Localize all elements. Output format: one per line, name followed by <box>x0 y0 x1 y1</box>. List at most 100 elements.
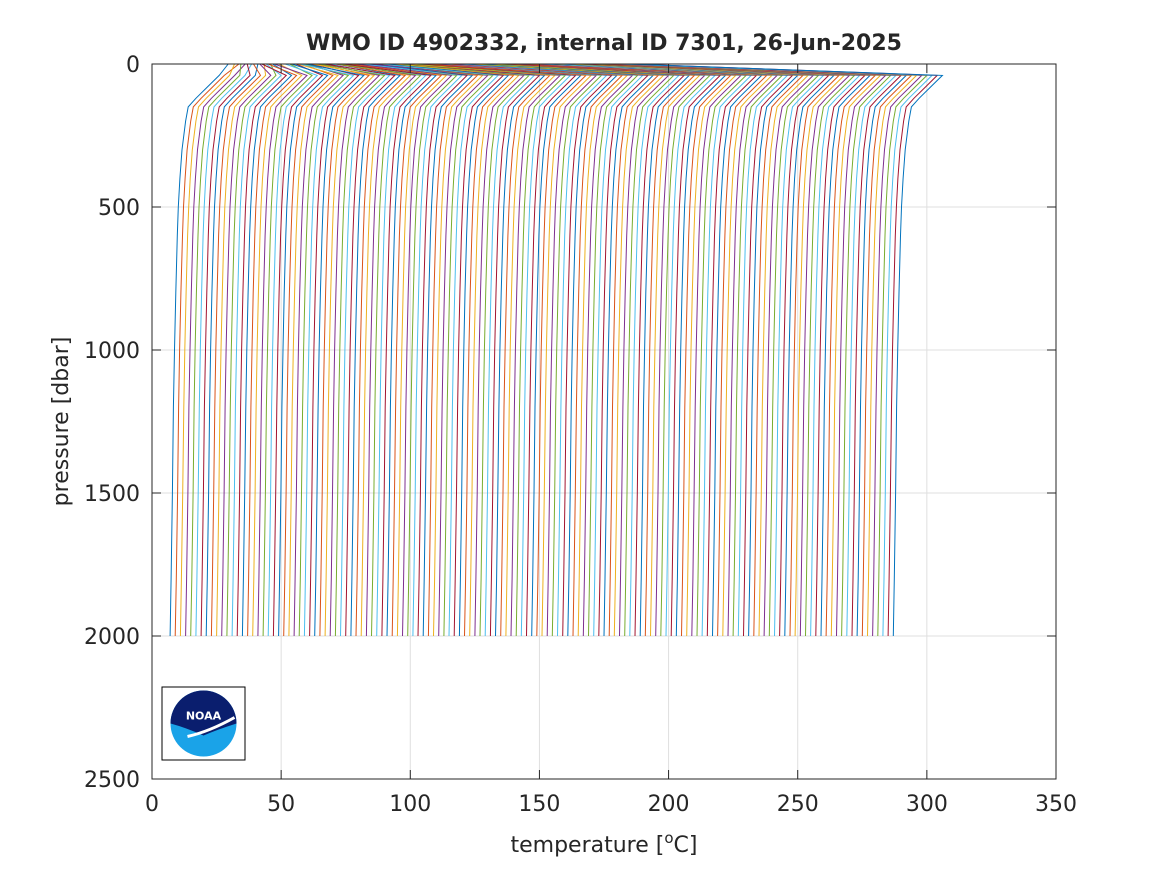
profile-line <box>346 63 412 637</box>
profile-line <box>563 63 836 637</box>
profile-line <box>574 63 841 637</box>
profile-line <box>456 63 613 637</box>
profile-line <box>283 63 334 637</box>
profile-line <box>420 63 562 637</box>
x-axis-label-main: temperature [ <box>510 833 664 858</box>
profile-line <box>344 63 432 637</box>
profile-line <box>174 63 240 637</box>
profile-line <box>445 63 608 637</box>
profile-line <box>536 63 779 637</box>
profile-line <box>257 63 308 637</box>
profile-line <box>361 63 448 637</box>
profile-line <box>247 63 298 637</box>
profile-line <box>492 63 701 637</box>
profile-line <box>299 63 355 637</box>
profile-line <box>618 63 918 637</box>
profile-line <box>606 63 898 637</box>
x-tick-label: 250 <box>777 792 819 817</box>
profile-line <box>373 63 469 637</box>
profile-line <box>306 63 365 637</box>
y-axis-label: pressure [dbar] <box>49 337 74 507</box>
profile-line <box>185 63 246 637</box>
profile-line <box>432 63 582 637</box>
profile-line <box>293 63 345 637</box>
profile-line <box>399 63 515 637</box>
profile-line <box>561 63 820 637</box>
profile-line <box>418 63 546 637</box>
x-tick-label: 350 <box>1035 792 1077 817</box>
profile-line <box>393 63 505 637</box>
profile-line <box>415 63 567 637</box>
profile-line <box>502 63 706 637</box>
profile-line <box>490 63 681 637</box>
profile-line <box>375 63 484 637</box>
profile-line <box>382 63 495 637</box>
profile-line <box>472 63 665 637</box>
profile-line <box>298 63 350 637</box>
profile-line <box>278 63 329 637</box>
profile-line <box>627 63 944 637</box>
x-tick-label: 100 <box>389 792 431 817</box>
x-tick-label: 50 <box>267 792 295 817</box>
profile-line <box>553 63 794 637</box>
profile-line <box>267 63 319 637</box>
profile-line <box>262 63 313 637</box>
profile-line <box>200 63 251 637</box>
profile-line <box>367 63 458 637</box>
profile-line <box>509 63 717 637</box>
profile-line <box>598 63 872 637</box>
profile-line <box>252 63 303 637</box>
profile-line <box>604 63 882 637</box>
profile-line <box>169 63 229 637</box>
profile-line <box>428 63 588 637</box>
profile-line <box>460 63 644 637</box>
profile-line <box>335 63 402 637</box>
profile-line <box>205 63 259 637</box>
profile-line <box>405 63 526 637</box>
profile-line <box>447 63 624 637</box>
profile-line <box>631 63 939 637</box>
profile-line <box>504 63 722 637</box>
profile-line <box>210 63 262 637</box>
profile-line <box>323 63 381 637</box>
profile-line <box>620 63 934 637</box>
y-tick-label: 2500 <box>84 768 140 793</box>
profile-line <box>521 63 737 637</box>
profile-line <box>452 63 619 637</box>
x-tick-label: 200 <box>648 792 690 817</box>
profile-line <box>593 63 877 637</box>
profile-line <box>483 63 670 637</box>
profile-line <box>216 63 267 637</box>
profile-line <box>519 63 758 637</box>
profile-line <box>412 63 536 637</box>
profile-line <box>371 63 489 637</box>
y-tick-label: 1000 <box>84 339 140 364</box>
profile-line <box>318 63 386 637</box>
profile-line <box>342 63 417 637</box>
profile-line <box>523 63 753 637</box>
y-tick-label: 2000 <box>84 625 140 650</box>
profile-line <box>388 63 510 637</box>
profile-line <box>566 63 815 637</box>
profile-line <box>409 63 557 637</box>
profile-line <box>515 63 727 637</box>
profile-line <box>179 63 235 637</box>
profile-line <box>329 63 391 637</box>
profile-line <box>380 63 479 637</box>
profile-line <box>464 63 639 637</box>
profile-line <box>580 63 851 637</box>
profile-line <box>625 63 929 637</box>
profile-line <box>450 63 603 637</box>
profiles <box>169 63 944 637</box>
profile-line <box>454 63 634 637</box>
chart-title: WMO ID 4902332, internal ID 7301, 26-Jun… <box>306 31 902 56</box>
profile-line <box>195 63 253 637</box>
logo-text: NOAA <box>186 710 222 723</box>
profile-line <box>325 63 396 637</box>
profile-line <box>422 63 577 637</box>
profile-line <box>272 63 324 637</box>
profile-line <box>407 63 541 637</box>
profile-line <box>394 63 520 637</box>
profile-line <box>595 63 892 637</box>
